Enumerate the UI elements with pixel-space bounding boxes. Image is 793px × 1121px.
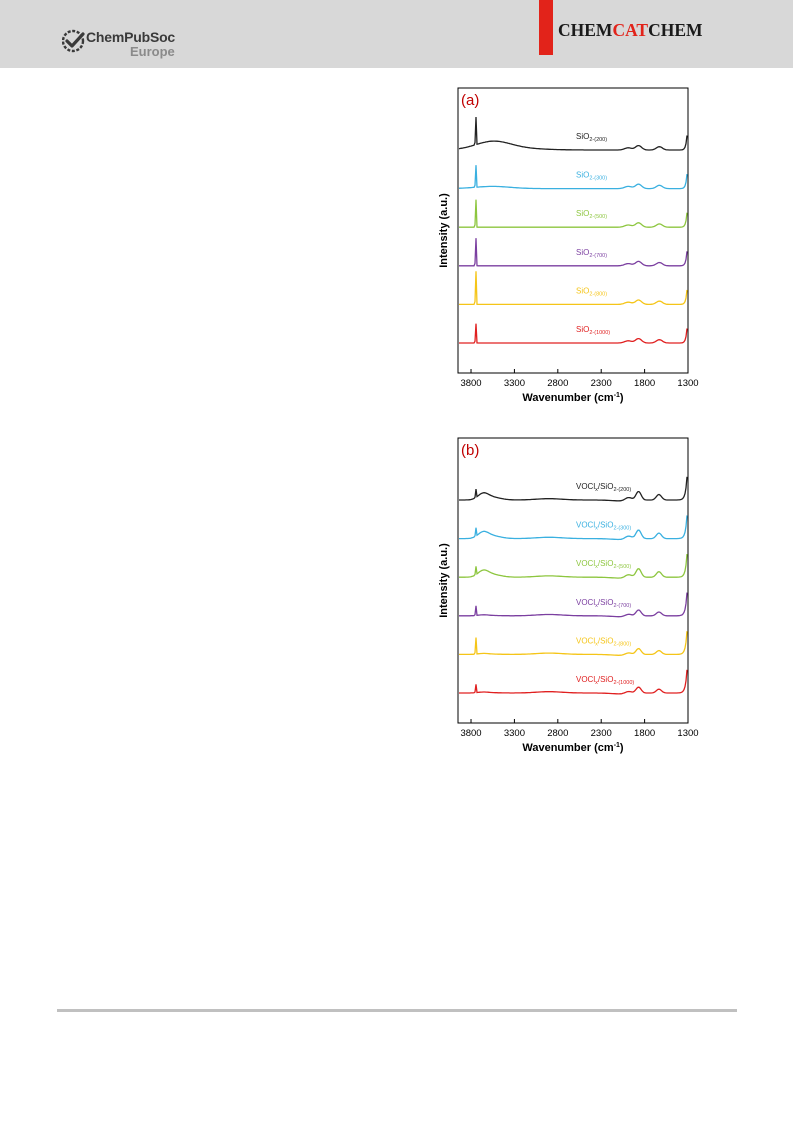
x-tick-label: 3800 (460, 728, 481, 739)
series-line (459, 323, 688, 344)
ir-spectra-chart-b: 3800 3300 2800 2300 1800 1300 Wavenumber (cm-1… (438, 437, 699, 754)
plot-frame (457, 437, 689, 724)
publisher-name: ChemPubSoc (86, 29, 176, 45)
series-line (459, 476, 688, 502)
y-axis-title: Intensity (a.u.) (438, 543, 450, 618)
series-line (459, 631, 688, 656)
checkmark-seal-icon (62, 29, 85, 53)
series-line (459, 592, 688, 618)
page-header: ChemPubSoc Europe CHEMCATCHEM (0, 0, 793, 68)
x-tick-label: 2800 (547, 378, 568, 389)
journal-title: CHEMCATCHEM (558, 20, 703, 41)
journal-title-left: CHEM (558, 20, 613, 40)
panel-label: (b) (461, 442, 479, 459)
journal-title-right: CHEM (648, 20, 703, 40)
series-label: SiO2-(300) (576, 171, 607, 182)
series-label: VOClx/SiO2-(800) (576, 636, 631, 647)
x-tick-label: 2300 (591, 728, 612, 739)
series-line (459, 271, 688, 306)
x-tick-label: 3300 (504, 728, 525, 739)
series-label: VOClx/SiO2-(300) (576, 521, 631, 532)
x-tick-label: 3300 (504, 378, 525, 389)
series-label: SiO2-(200) (576, 132, 607, 143)
series-label: VOClx/SiO2-(500) (576, 559, 631, 570)
series-label: VOClx/SiO2-(1000) (576, 675, 634, 686)
publisher-subtitle: Europe (130, 44, 175, 59)
journal-accent-bar (539, 0, 553, 55)
publisher-logo: ChemPubSoc Europe (62, 27, 222, 63)
ir-spectra-chart-a: 3800 3300 2800 2300 1800 1300 Wavenumber (cm-1… (438, 87, 699, 404)
series-label: SiO2-(500) (576, 209, 607, 220)
x-tick-label: 2800 (547, 728, 568, 739)
series-label: VOClx/SiO2-(200) (576, 482, 631, 493)
series-label: VOClx/SiO2-(700) (576, 598, 631, 609)
x-tick-label: 1300 (677, 378, 698, 389)
x-axis-title: Wavenumber (cm-1) (522, 392, 624, 404)
x-tick-label: 2300 (591, 378, 612, 389)
series-label: SiO2-(1000) (576, 325, 610, 336)
series-line (459, 515, 688, 541)
series-label: SiO2-(800) (576, 286, 607, 297)
series-line (458, 165, 688, 190)
plot-frame (457, 87, 689, 374)
series-line (459, 669, 688, 695)
footer-divider (57, 1009, 737, 1012)
y-axis-title: Intensity (a.u.) (438, 193, 450, 268)
series-line (458, 116, 688, 151)
series-line (459, 238, 688, 267)
journal-title-mid: CAT (612, 20, 649, 40)
panel-label: (a) (461, 92, 479, 109)
x-tick-label: 1300 (677, 728, 698, 739)
x-axis-title: Wavenumber (cm-1) (522, 742, 624, 754)
x-tick-label: 1800 (634, 728, 655, 739)
x-tick-label: 3800 (460, 378, 481, 389)
series-line (459, 553, 688, 579)
series-line (459, 199, 688, 228)
x-tick-label: 1800 (634, 378, 655, 389)
series-label: SiO2-(700) (576, 248, 607, 259)
